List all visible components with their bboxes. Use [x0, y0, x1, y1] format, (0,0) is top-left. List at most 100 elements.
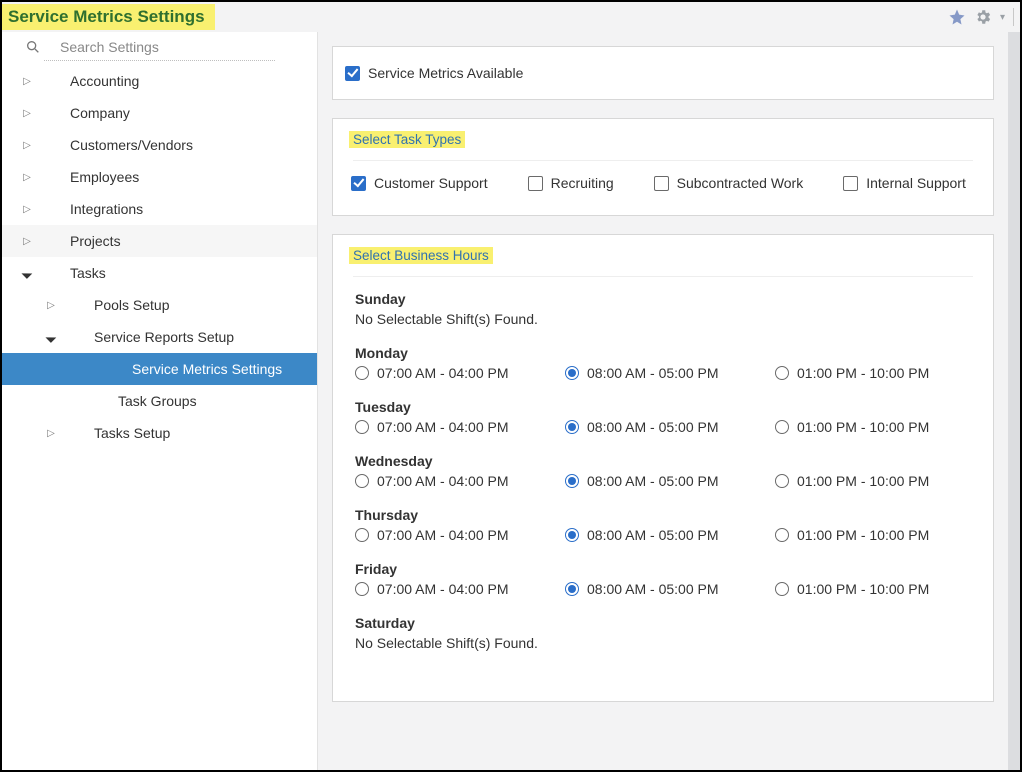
no-shift-text: No Selectable Shift(s) Found.	[355, 635, 971, 651]
shift-label: 01:00 PM - 10:00 PM	[797, 473, 929, 489]
checkbox-label: Customer Support	[374, 175, 488, 191]
sidebar-item-service-metrics-settings[interactable]: Service Metrics Settings	[2, 353, 317, 385]
search-icon[interactable]	[24, 39, 42, 55]
day-monday: Monday07:00 AM - 04:00 PM08:00 AM - 05:0…	[355, 345, 971, 381]
sidebar-item-label: Customers/Vendors	[70, 137, 193, 153]
sidebar-item-employees[interactable]: ▷Employees	[2, 161, 317, 193]
shift-label: 08:00 AM - 05:00 PM	[587, 581, 719, 597]
shift-label: 01:00 PM - 10:00 PM	[797, 527, 929, 543]
radio-icon	[775, 366, 789, 380]
checkbox-icon	[351, 176, 366, 191]
shift-option[interactable]: 08:00 AM - 05:00 PM	[565, 473, 745, 489]
shift-row: 07:00 AM - 04:00 PM 08:00 AM - 05:00 PM 01…	[355, 419, 971, 435]
shift-label: 07:00 AM - 04:00 PM	[377, 365, 509, 381]
shift-row: 07:00 AM - 04:00 PM 08:00 AM - 05:00 PM 01…	[355, 365, 971, 381]
shift-label: 07:00 AM - 04:00 PM	[377, 581, 509, 597]
shift-option[interactable]: 08:00 AM - 05:00 PM	[565, 419, 745, 435]
sidebar-item-label: Pools Setup	[94, 297, 170, 313]
sidebar-item-service-reports-setup[interactable]: ◣Service Reports Setup	[2, 321, 317, 353]
header-bar: Service Metrics Settings ▾	[2, 2, 1020, 32]
search-underline	[44, 60, 275, 61]
shift-option[interactable]: 01:00 PM - 10:00 PM	[775, 473, 955, 489]
chevron-right-icon: ▷	[22, 140, 32, 151]
sidebar-item-integrations[interactable]: ▷Integrations	[2, 193, 317, 225]
shift-option[interactable]: 01:00 PM - 10:00 PM	[775, 419, 955, 435]
radio-icon	[565, 420, 579, 434]
task-type-recruiting[interactable]: Recruiting	[528, 175, 614, 191]
checkbox-label: Subcontracted Work	[677, 175, 804, 191]
sidebar: ▷Accounting▷Company▷Customers/Vendors▷Em…	[2, 32, 317, 770]
checkbox-label: Recruiting	[551, 175, 614, 191]
sidebar-item-tasks[interactable]: ◣Tasks	[2, 257, 317, 289]
divider	[353, 276, 973, 277]
task-type-internal-support[interactable]: Internal Support	[843, 175, 966, 191]
app-frame: Service Metrics Settings ▾ ▷Accounting ▷ C…	[0, 0, 1022, 772]
shift-label: 01:00 PM - 10:00 PM	[797, 419, 929, 435]
sidebar-item-label: Employees	[70, 169, 139, 185]
day-label: Wednesday	[355, 453, 971, 469]
shift-option[interactable]: 07:00 AM - 04:00 PM	[355, 581, 535, 597]
chevron-right-icon	[70, 396, 80, 407]
panel-task-types: Select Task Types Customer Support Recrui…	[332, 118, 994, 216]
day-label: Friday	[355, 561, 971, 577]
section-title-business-hours: Select Business Hours	[349, 247, 493, 264]
sidebar-item-label: Integrations	[70, 201, 143, 217]
body: ▷Accounting▷Company▷Customers/Vendors▷Em…	[2, 32, 1020, 770]
nav-tree: ▷Accounting▷Company▷Customers/Vendors▷Em…	[2, 65, 317, 449]
sidebar-item-task-groups[interactable]: Task Groups	[2, 385, 317, 417]
sidebar-item-label: Tasks Setup	[94, 425, 170, 441]
checkbox-icon	[843, 176, 858, 191]
radio-icon	[775, 474, 789, 488]
radio-icon	[355, 474, 369, 488]
sidebar-item-tasks-setup[interactable]: ▷ Tasks Setup	[2, 417, 317, 449]
shift-label: 07:00 AM - 04:00 PM	[377, 473, 509, 489]
gear-dropdown-icon[interactable]: ▾	[1000, 12, 1005, 23]
star-icon[interactable]	[948, 8, 966, 26]
shift-option[interactable]: 01:00 PM - 10:00 PM	[775, 581, 955, 597]
page-title: Service Metrics Settings	[2, 4, 215, 30]
chevron-right-icon: ▷	[46, 428, 56, 439]
shift-option[interactable]: 07:00 AM - 04:00 PM	[355, 365, 535, 381]
shift-option[interactable]: 07:00 AM - 04:00 PM	[355, 527, 535, 543]
sidebar-item-customers-vendors[interactable]: ▷ Customers/Vendors	[2, 129, 317, 161]
task-type-customer-support[interactable]: Customer Support	[351, 175, 488, 191]
search-row	[2, 32, 317, 60]
shift-option[interactable]: 01:00 PM - 10:00 PM	[775, 365, 955, 381]
day-saturday: SaturdayNo Selectable Shift(s) Found.	[355, 615, 971, 651]
shift-option[interactable]: 08:00 AM - 05:00 PM	[565, 581, 745, 597]
radio-icon	[775, 420, 789, 434]
sidebar-item-company[interactable]: ▷ Company	[2, 97, 317, 129]
shift-label: 01:00 PM - 10:00 PM	[797, 365, 929, 381]
sidebar-item-label: Company	[70, 105, 130, 121]
chevron-right-icon: ▷	[46, 300, 56, 311]
day-label: Sunday	[355, 291, 971, 307]
chevron-right-icon: ▷	[22, 236, 32, 247]
gear-icon[interactable]	[974, 8, 992, 26]
task-type-subcontracted-work[interactable]: Subcontracted Work	[654, 175, 804, 191]
sidebar-item-projects[interactable]: ▷Projects	[2, 225, 317, 257]
sidebar-item-label: Service Metrics Settings	[132, 361, 282, 377]
checkbox-icon	[654, 176, 669, 191]
radio-icon	[355, 582, 369, 596]
sidebar-item-accounting[interactable]: ▷Accounting	[2, 65, 317, 97]
panel-available: Service Metrics Available	[332, 46, 994, 100]
shift-option[interactable]: 08:00 AM - 05:00 PM	[565, 527, 745, 543]
day-sunday: SundayNo Selectable Shift(s) Found.	[355, 291, 971, 327]
search-input[interactable]	[58, 38, 305, 56]
chevron-right-icon: ▷	[22, 108, 32, 119]
service-metrics-available-checkbox[interactable]: Service Metrics Available	[345, 65, 981, 81]
sidebar-item-label: Tasks	[70, 265, 106, 281]
shift-option[interactable]: 07:00 AM - 04:00 PM	[355, 473, 535, 489]
sidebar-item-pools-setup[interactable]: ▷ Pools Setup	[2, 289, 317, 321]
shift-row: 07:00 AM - 04:00 PM 08:00 AM - 05:00 PM 01…	[355, 473, 971, 489]
divider	[353, 160, 973, 161]
section-title-task-types: Select Task Types	[349, 131, 465, 148]
shift-label: 08:00 AM - 05:00 PM	[587, 365, 719, 381]
business-hours-list: SundayNo Selectable Shift(s) Found.Monda…	[345, 287, 981, 689]
shift-option[interactable]: 08:00 AM - 05:00 PM	[565, 365, 745, 381]
divider	[1013, 8, 1014, 26]
shift-option[interactable]: 01:00 PM - 10:00 PM	[775, 527, 955, 543]
shift-label: 08:00 AM - 05:00 PM	[587, 419, 719, 435]
shift-option[interactable]: 07:00 AM - 04:00 PM	[355, 419, 535, 435]
day-friday: Friday 07:00 AM - 04:00 PM 08:00 AM - 05:0…	[355, 561, 971, 597]
